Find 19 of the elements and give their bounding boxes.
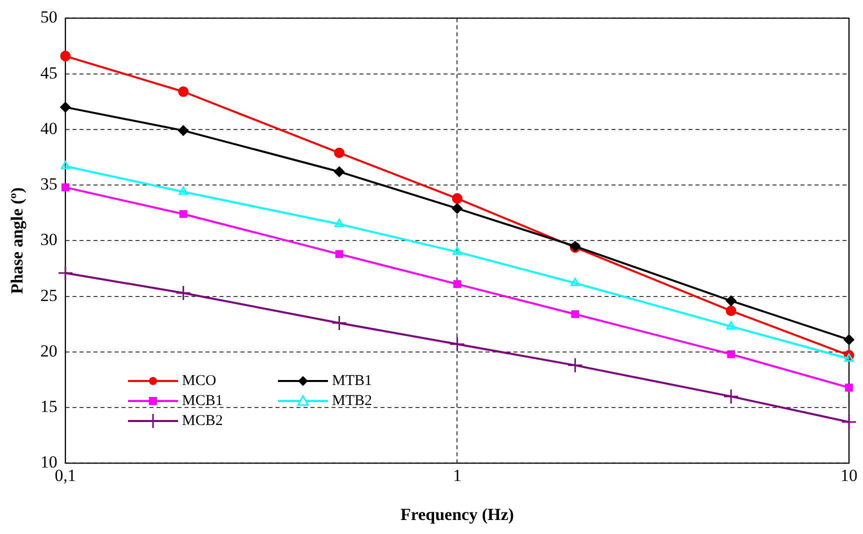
y-tick-label: 40 [40,118,58,138]
legend-label: MCB2 [182,412,223,430]
legend-label: MCB1 [182,392,223,410]
y-tick-label: 25 [40,286,58,305]
y-tick-label: 20 [40,341,58,360]
y-tick-label: 35 [40,174,58,194]
x-tick-label: 0,1 [54,466,76,485]
legend-label: MCO [182,372,216,390]
y-axis-title: Phase angle (º) [8,187,27,294]
y-tick-label: 10 [40,452,58,472]
legend-label: MTB2 [332,392,372,410]
x-tick-label: 1 [452,466,462,485]
y-tick-label: 30 [40,230,58,250]
legend-label: MTB1 [332,372,372,390]
y-tick-label: 15 [40,397,58,416]
y-tick-label: 45 [40,63,58,82]
y-tick-label: 50 [40,8,58,27]
x-axis-title: Frequency (Hz) [400,505,514,524]
x-tick-label: 10 [840,466,858,485]
